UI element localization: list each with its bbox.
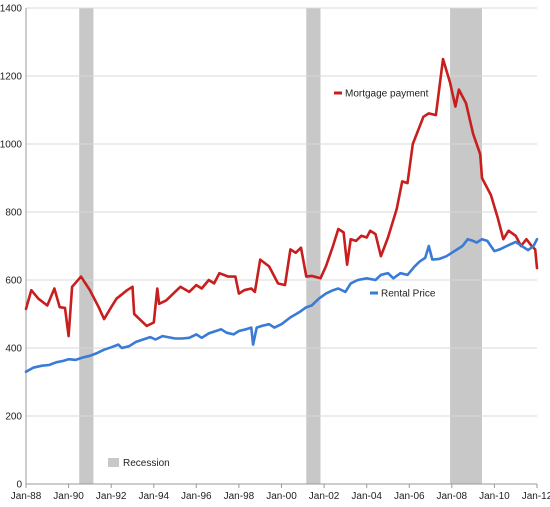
series-lines bbox=[24, 57, 539, 374]
axes: 0 200 400 600 800 1000 1200 1400 Jan-88 Jan-90 Jan… bbox=[0, 4, 550, 503]
y-tick-label: 1200 bbox=[0, 72, 22, 83]
series-line-rental bbox=[24, 237, 539, 374]
recession-band-1 bbox=[79, 8, 94, 484]
x-tick-label: Jan-90 bbox=[53, 491, 84, 502]
x-tick-label: Jan-96 bbox=[181, 491, 212, 502]
x-tick-label: Jan-98 bbox=[224, 491, 255, 502]
x-tick-label: Jan-08 bbox=[437, 491, 468, 502]
x-tick-label: Jan-12 bbox=[522, 491, 550, 502]
recession-bands bbox=[79, 8, 482, 484]
y-tick-label: 200 bbox=[5, 412, 22, 423]
legend: Recession bbox=[108, 458, 170, 469]
y-tick-label: 1400 bbox=[0, 4, 22, 15]
recession-band-3 bbox=[450, 8, 482, 484]
y-tick-label: 600 bbox=[5, 276, 22, 287]
y-tick-label: 800 bbox=[5, 208, 22, 219]
series-line-mortgage bbox=[24, 57, 539, 338]
recession-band-2 bbox=[306, 8, 321, 484]
x-tick-label: Jan-02 bbox=[309, 491, 340, 502]
y-tick-label: 400 bbox=[5, 344, 22, 355]
x-tick-label: Jan-92 bbox=[96, 491, 127, 502]
x-tick-label: Jan-88 bbox=[11, 491, 42, 502]
x-tick-label: Jan-00 bbox=[266, 491, 297, 502]
legend-label-rental: Rental Price bbox=[381, 289, 436, 300]
y-tick-label: 1000 bbox=[0, 140, 22, 151]
x-tick-label: Jan-04 bbox=[351, 491, 382, 502]
legend-swatch-recession bbox=[108, 458, 119, 467]
x-tick-label: Jan-06 bbox=[394, 491, 425, 502]
series-labels: Mortgage payment Rental Price bbox=[334, 89, 436, 300]
x-tick-label: Jan-94 bbox=[139, 491, 170, 502]
x-tick-label: Jan-10 bbox=[479, 491, 510, 502]
y-tick-label: 0 bbox=[16, 480, 22, 491]
legend-label-recession: Recession bbox=[123, 458, 170, 469]
legend-label-mortgage: Mortgage payment bbox=[345, 89, 429, 100]
